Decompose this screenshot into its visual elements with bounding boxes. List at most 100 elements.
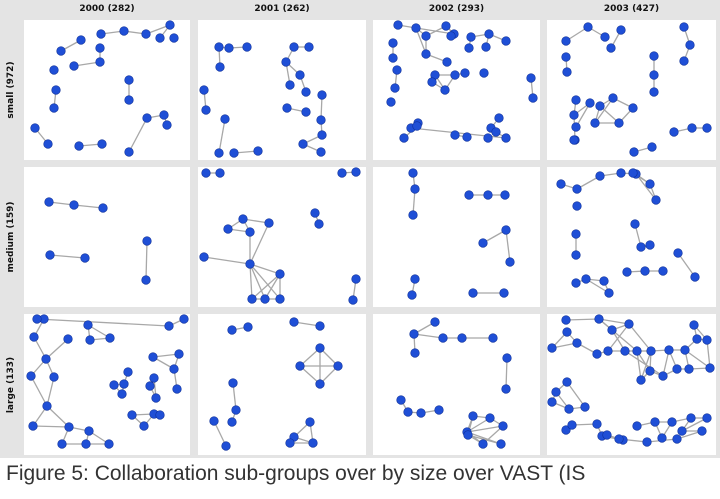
graph-node (450, 130, 460, 140)
graph-node (571, 250, 581, 260)
graph-edge (505, 357, 508, 390)
graph-node (614, 434, 624, 444)
graph-node (702, 335, 712, 345)
graph-node (139, 421, 149, 431)
graph-node (491, 127, 501, 137)
graph-node (85, 335, 95, 345)
graph-node (64, 422, 74, 432)
graph-node (165, 20, 175, 30)
graph-node (109, 380, 119, 390)
graph-node (49, 103, 59, 113)
graph-node (169, 364, 179, 374)
graph-node (281, 57, 291, 67)
graph-node (616, 25, 626, 35)
graph-node (442, 57, 452, 67)
graph-node (316, 115, 326, 125)
graph-node (145, 381, 155, 391)
graph-node (664, 345, 674, 355)
graph-edge (594, 97, 614, 124)
graph-node (245, 227, 255, 237)
graph-node (96, 29, 106, 39)
graph-node (434, 405, 444, 415)
graph-node (705, 363, 715, 373)
graph-node (686, 413, 696, 423)
node-link-diagram (199, 167, 361, 305)
graph-node (622, 267, 632, 277)
graph-node (298, 139, 308, 149)
graph-node (501, 384, 511, 394)
graph-node (289, 42, 299, 52)
graph-cell-small-2000 (24, 20, 190, 160)
graph-node (242, 42, 252, 52)
graph-node (502, 353, 512, 363)
graph-node (692, 334, 702, 344)
graph-node (119, 26, 129, 36)
graph-node (620, 346, 630, 356)
graph-node (636, 242, 646, 252)
graph-node (45, 250, 55, 260)
graph-edge (45, 338, 69, 360)
graph-node (572, 338, 582, 348)
graph-node (421, 31, 431, 41)
graph-node (562, 377, 572, 387)
graph-node (393, 20, 403, 30)
graph-node (629, 147, 639, 157)
graph-edge (46, 376, 55, 407)
graph-node (317, 130, 327, 140)
graph-node (483, 190, 493, 200)
graph-node (151, 393, 161, 403)
graph-node (460, 68, 470, 78)
graph-node (564, 404, 574, 414)
graph-node (580, 402, 590, 412)
graph-node (105, 333, 115, 343)
graph-node (42, 401, 52, 411)
graph-node (74, 141, 84, 151)
graph-node (561, 52, 571, 62)
graph-node (600, 32, 610, 42)
graph-node (388, 38, 398, 48)
graph-node (581, 274, 591, 284)
graph-node (220, 114, 230, 124)
graph-cell-medium-2002 (373, 167, 540, 307)
graph-node (81, 439, 91, 449)
graph-node (481, 42, 491, 52)
graph-node (499, 288, 509, 298)
graph-edge (575, 102, 591, 128)
graph-node (315, 379, 325, 389)
graph-node (616, 168, 626, 178)
graph-node (569, 135, 579, 145)
graph-node (562, 67, 572, 77)
graph-node (51, 85, 61, 95)
graph-node (201, 168, 211, 178)
graph-node (351, 274, 361, 284)
graph-node (567, 420, 577, 430)
graph-node (595, 101, 605, 111)
graph-node (304, 42, 314, 52)
graph-edge (624, 350, 664, 377)
graph-node (496, 439, 506, 449)
graph-node (26, 371, 36, 381)
graph-node (223, 224, 233, 234)
graph-node (316, 147, 326, 157)
graph-node (440, 85, 450, 95)
row-header-large: large (133) (6, 356, 16, 413)
graph-node (264, 218, 274, 228)
graph-node (571, 95, 581, 105)
graph-node (603, 346, 613, 356)
graph-node (162, 120, 172, 130)
graph-node (464, 43, 474, 53)
graph-node (650, 417, 660, 427)
graph-edge (251, 273, 281, 300)
graph-node (673, 248, 683, 258)
graph-node (651, 195, 661, 205)
graph-node (305, 417, 315, 427)
graph-node (123, 367, 133, 377)
graph-node (658, 371, 668, 381)
graph-node (446, 31, 456, 41)
graph-node (649, 87, 659, 97)
row-header-medium: medium (159) (6, 201, 16, 273)
graph-edge (213, 420, 227, 447)
graph-node (295, 70, 305, 80)
node-link-diagram (26, 314, 189, 449)
graph-node (702, 413, 712, 423)
